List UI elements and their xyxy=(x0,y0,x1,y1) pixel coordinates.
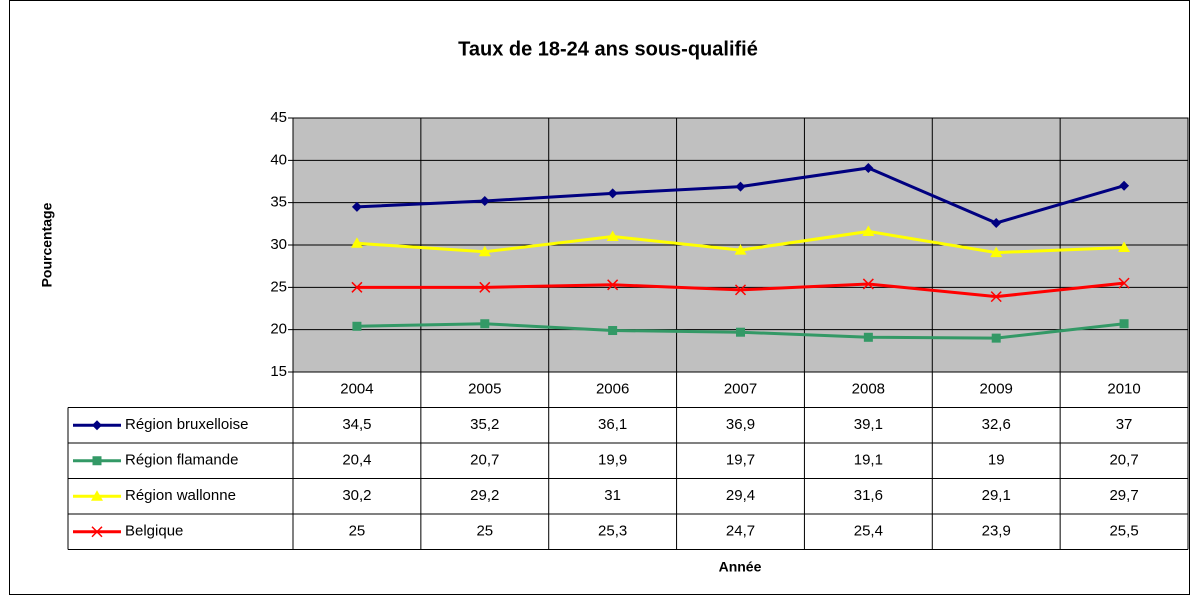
table-cell: 19,1 xyxy=(854,452,883,469)
marker xyxy=(606,230,619,242)
marker xyxy=(734,244,747,255)
table-cell: 25 xyxy=(349,523,366,540)
table-cell: 29,7 xyxy=(1109,487,1138,504)
marker xyxy=(863,162,874,173)
table-cell: 34,5 xyxy=(342,416,371,433)
table-cell: 30,2 xyxy=(342,487,371,504)
table-cell: 20,4 xyxy=(342,452,371,469)
marker xyxy=(479,195,490,206)
table-cell: 29,2 xyxy=(470,487,499,504)
legend-label: Région bruxelloise xyxy=(125,416,248,433)
table-cell: 20,7 xyxy=(1109,452,1138,469)
x-tick-label: 2007 xyxy=(724,381,757,398)
marker xyxy=(735,181,746,192)
marker xyxy=(607,188,618,199)
table-cell: 37 xyxy=(1116,416,1133,433)
x-tick-label: 2006 xyxy=(596,381,629,398)
marker xyxy=(991,333,1001,343)
y-tick-label: 20 xyxy=(270,321,287,338)
marker xyxy=(1118,241,1131,253)
marker xyxy=(480,319,490,329)
marker xyxy=(350,237,363,248)
marker xyxy=(478,245,491,257)
table-cell: 29,1 xyxy=(982,487,1011,504)
marker xyxy=(352,321,362,331)
x-tick-label: 2008 xyxy=(852,381,885,398)
marker xyxy=(990,291,1002,303)
legend-label: Région wallonne xyxy=(125,487,236,504)
legend-marker xyxy=(91,526,103,538)
marker xyxy=(862,278,874,290)
table-cell: 19,7 xyxy=(726,452,755,469)
legend-marker xyxy=(91,490,103,501)
table-cell: 25 xyxy=(476,523,493,540)
y-tick-label: 30 xyxy=(270,236,287,253)
chart-title: Taux de 18-24 ans sous-qualifié xyxy=(458,38,758,60)
x-axis-label: Année xyxy=(719,559,762,575)
table-cell: 36,9 xyxy=(726,416,755,433)
table-cell: 20,7 xyxy=(470,452,499,469)
table-cell: 19 xyxy=(988,452,1005,469)
table-cell: 32,6 xyxy=(982,416,1011,433)
marker xyxy=(862,225,875,236)
marker xyxy=(863,332,873,342)
table-cell: 24,7 xyxy=(726,523,755,540)
marker xyxy=(990,246,1003,258)
legend-label: Région flamande xyxy=(125,452,238,469)
legend-label: Belgique xyxy=(125,523,183,540)
table-cell: 31 xyxy=(604,487,621,504)
y-tick-label: 40 xyxy=(270,151,287,168)
table-cell: 25,4 xyxy=(854,523,883,540)
table-cell: 35,2 xyxy=(470,416,499,433)
x-tick-label: 2010 xyxy=(1107,381,1140,398)
marker xyxy=(991,217,1002,228)
marker xyxy=(1118,277,1130,289)
table-cell: 29,4 xyxy=(726,487,755,504)
table-cell: 39,1 xyxy=(854,416,883,433)
marker xyxy=(608,326,618,336)
legend-marker xyxy=(92,456,102,466)
table-cell: 31,6 xyxy=(854,487,883,504)
x-tick-label: 2004 xyxy=(340,381,373,398)
table-cell: 25,3 xyxy=(598,523,627,540)
marker xyxy=(736,327,745,337)
table-cell: 25,5 xyxy=(1109,523,1138,540)
y-tick-label: 45 xyxy=(270,109,287,126)
x-tick-label: 2005 xyxy=(468,381,501,398)
marker xyxy=(1119,180,1130,191)
y-tick-label: 25 xyxy=(270,278,287,295)
table-cell: 36,1 xyxy=(598,416,627,433)
marker xyxy=(479,281,491,293)
marker xyxy=(607,279,619,291)
marker xyxy=(1119,319,1129,329)
marker xyxy=(734,284,747,296)
y-axis-label: Pourcentage xyxy=(39,202,55,287)
y-tick-label: 35 xyxy=(270,194,287,211)
table-cell: 23,9 xyxy=(982,523,1011,540)
x-tick-label: 2009 xyxy=(980,381,1013,398)
marker xyxy=(351,201,362,212)
table-cell: 19,9 xyxy=(598,452,627,469)
legend-marker xyxy=(92,420,102,431)
marker xyxy=(351,281,363,293)
y-tick-label: 15 xyxy=(270,363,287,380)
